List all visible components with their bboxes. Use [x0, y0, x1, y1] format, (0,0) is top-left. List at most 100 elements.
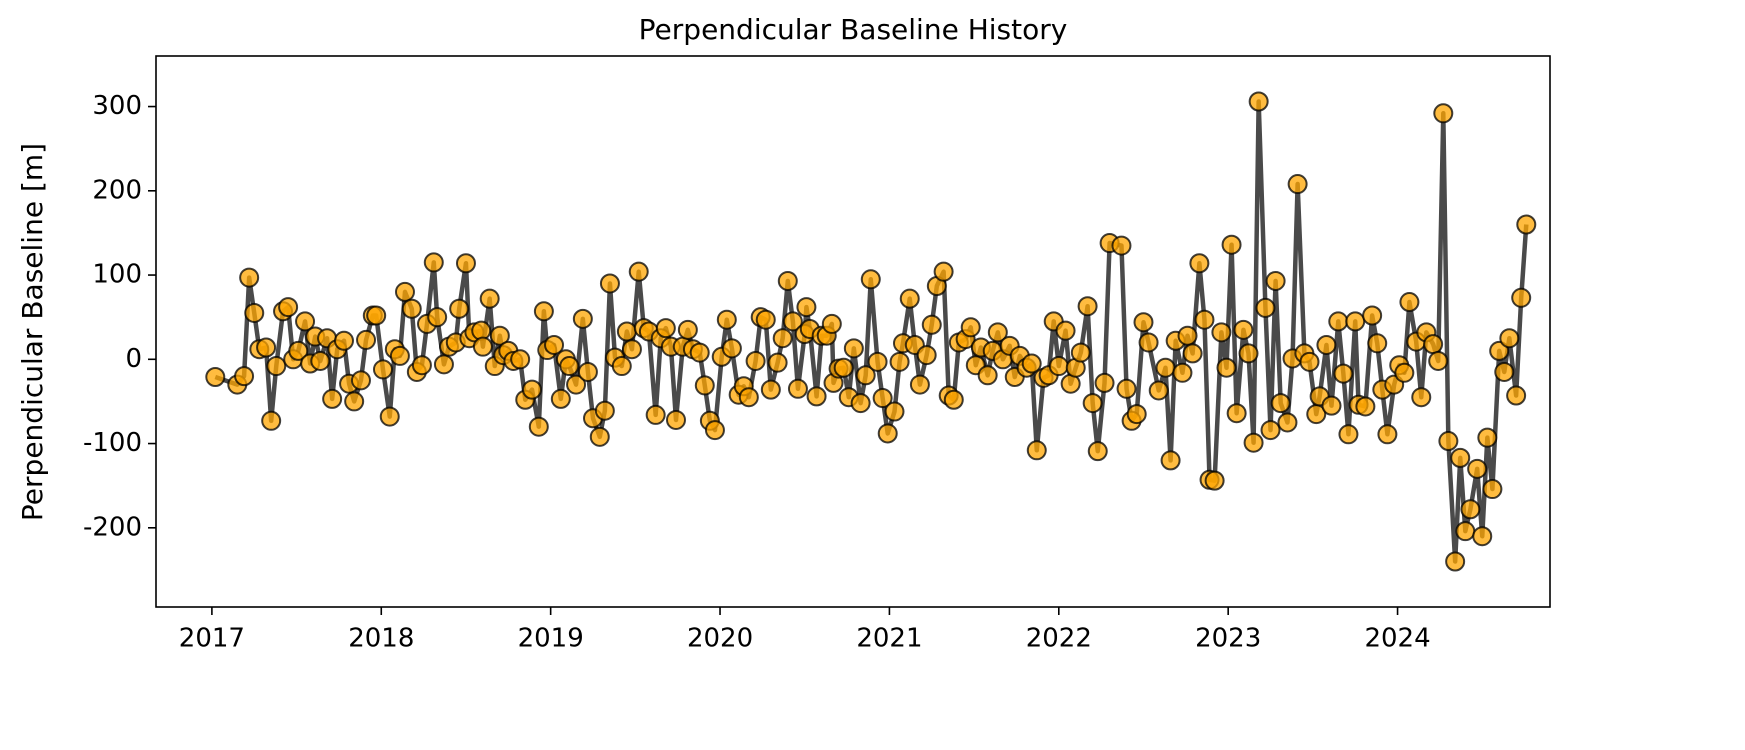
data-point	[1338, 424, 1359, 445]
y-tick-label: -100	[83, 428, 142, 458]
data-point	[1506, 385, 1527, 406]
x-tick-label: 2021	[856, 624, 922, 654]
data-point	[1265, 270, 1286, 291]
data-point	[916, 345, 937, 366]
data-point	[745, 350, 766, 371]
data-point	[1133, 312, 1154, 333]
x-tick-label: 2020	[687, 624, 753, 654]
series-line	[214, 99, 1529, 564]
data-point	[677, 319, 698, 340]
data-point	[1177, 325, 1198, 346]
data-point	[334, 330, 355, 351]
data-point	[288, 340, 309, 361]
data-point	[599, 273, 620, 294]
data-point	[1433, 103, 1454, 124]
data-point	[589, 426, 610, 447]
data-point	[1472, 526, 1493, 547]
data-point	[833, 357, 854, 378]
data-point	[787, 378, 808, 399]
data-point	[960, 317, 981, 338]
data-point	[322, 388, 343, 409]
data-point	[544, 334, 565, 355]
data-point	[616, 321, 637, 342]
data-point	[1367, 333, 1388, 354]
data-point	[1138, 332, 1159, 353]
data-point	[479, 288, 500, 309]
x-tick-label: 2019	[518, 624, 584, 654]
data-point	[1148, 380, 1169, 401]
data-point	[1260, 420, 1281, 441]
data-point	[372, 359, 393, 380]
data-point	[577, 361, 598, 382]
data-point	[1189, 253, 1210, 274]
data-point	[796, 297, 817, 318]
data-point	[244, 302, 265, 323]
data-point	[1355, 396, 1376, 417]
x-tick-label: 2022	[1026, 624, 1092, 654]
data-point	[1345, 311, 1366, 332]
data-point	[1455, 521, 1476, 542]
data-point	[1048, 356, 1069, 377]
data-point	[843, 338, 864, 359]
data-point	[760, 379, 781, 400]
data-point	[867, 351, 888, 372]
data-point	[772, 328, 793, 349]
y-tick-label: 100	[92, 260, 142, 290]
data-point	[1182, 343, 1203, 364]
data-point	[1482, 479, 1503, 500]
data-point	[1438, 431, 1459, 452]
data-point	[1082, 393, 1103, 414]
data-point	[455, 253, 476, 274]
data-point	[943, 389, 964, 410]
data-point	[645, 404, 666, 425]
data-point	[1287, 174, 1308, 195]
chart-title: Perpendicular Baseline History	[639, 13, 1068, 46]
data-point	[510, 349, 531, 370]
data-point	[559, 356, 580, 377]
data-point	[1362, 305, 1383, 326]
data-point	[716, 309, 737, 330]
data-point	[344, 391, 365, 412]
data-point	[1399, 292, 1420, 313]
data-point	[1428, 350, 1449, 371]
plot-frame	[155, 55, 1551, 608]
data-point	[899, 288, 920, 309]
y-tick-label: -200	[83, 512, 142, 542]
data-point	[205, 366, 226, 387]
data-point	[621, 339, 642, 360]
data-point	[239, 267, 260, 288]
data-point	[628, 261, 649, 282]
data-point	[1243, 432, 1264, 453]
data-point	[1277, 412, 1298, 433]
y-tick-label: 0	[125, 344, 142, 374]
data-point	[533, 301, 554, 322]
data-point	[1333, 363, 1354, 384]
data-point	[1094, 372, 1115, 393]
data-point	[921, 314, 942, 335]
data-point	[1204, 470, 1225, 491]
data-point	[522, 379, 543, 400]
data-point	[655, 318, 676, 339]
data-point	[278, 297, 299, 318]
data-point	[528, 416, 549, 437]
data-point	[572, 308, 593, 329]
data-point	[694, 375, 715, 396]
data-point	[366, 305, 387, 326]
data-point	[411, 355, 432, 376]
data-point	[1321, 395, 1342, 416]
data-point	[310, 350, 331, 371]
data-point	[1248, 91, 1269, 112]
data-point	[1087, 441, 1108, 462]
y-tick-label: 300	[92, 91, 142, 121]
data-point	[1221, 234, 1242, 255]
data-point	[489, 325, 510, 346]
data-point	[423, 252, 444, 273]
data-point	[1233, 319, 1254, 340]
data-point	[256, 337, 277, 358]
data-point	[266, 356, 287, 377]
data-point	[1467, 458, 1488, 479]
data-point	[472, 336, 493, 357]
data-point	[855, 365, 876, 386]
data-point	[1394, 362, 1415, 383]
data-point	[427, 307, 448, 328]
